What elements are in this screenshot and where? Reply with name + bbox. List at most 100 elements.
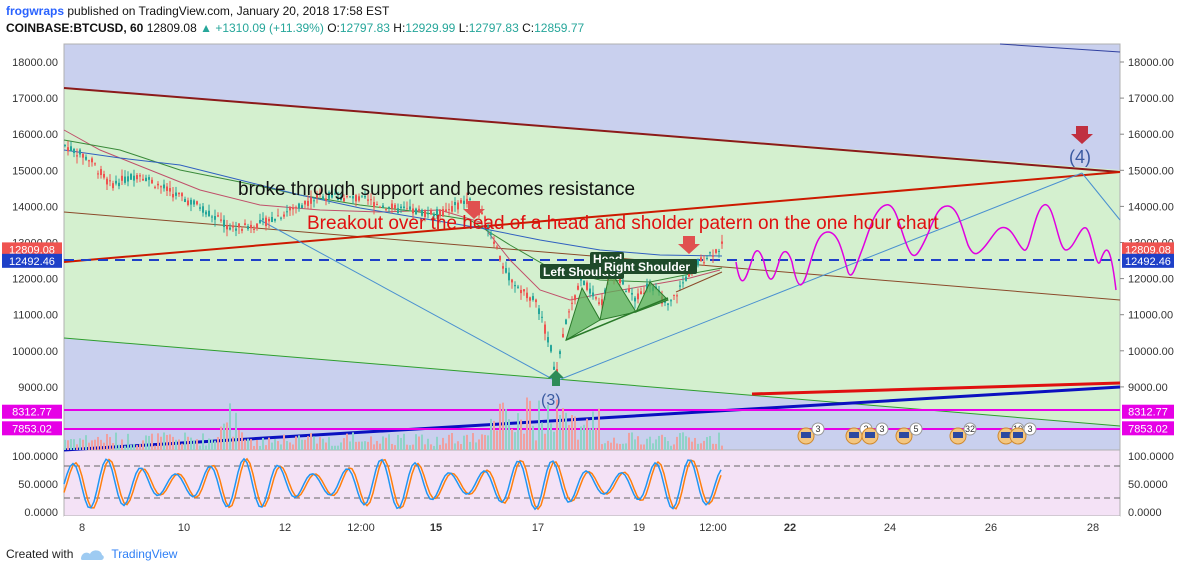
fan-line-1[interactable] bbox=[259, 219, 557, 382]
volume-bar bbox=[97, 436, 99, 450]
volume-bar bbox=[628, 432, 630, 450]
candle-body bbox=[163, 184, 165, 189]
candle-body bbox=[502, 266, 504, 269]
y-axis-left[interactable]: 18000.00 17000.00 16000.00 15000.00 14000.00… bbox=[12, 57, 58, 394]
event-badge[interactable]: 3 bbox=[861, 422, 889, 445]
candle-body bbox=[130, 174, 132, 180]
y-tick-label-right: 10000.00 bbox=[1128, 346, 1174, 358]
volume-bar bbox=[217, 437, 219, 450]
candle-body bbox=[451, 206, 453, 212]
volume-bar bbox=[400, 437, 402, 450]
candle-body bbox=[595, 297, 597, 299]
x-axis-bg bbox=[64, 516, 1120, 536]
annotation-breakout[interactable]: Breakout over the head of a head and sho… bbox=[307, 213, 939, 234]
volume-bar bbox=[142, 440, 144, 450]
volume-bar bbox=[631, 432, 633, 450]
volume-bar bbox=[352, 432, 354, 450]
volume-bar bbox=[451, 432, 453, 450]
candle-body bbox=[367, 199, 369, 201]
y-tick-label-right: 17000.00 bbox=[1128, 93, 1174, 105]
volume-bar bbox=[670, 445, 672, 450]
right-shoulder-label[interactable]: Right Shoulder bbox=[604, 260, 690, 274]
event-badge[interactable]: 32 bbox=[949, 422, 977, 445]
candle-body bbox=[370, 199, 372, 201]
volume-bar bbox=[262, 438, 264, 450]
author-link[interactable]: frogwraps bbox=[6, 4, 65, 18]
projection-path[interactable] bbox=[735, 204, 1117, 291]
candle-body bbox=[628, 288, 630, 292]
volume-bar bbox=[76, 444, 78, 450]
candle-body bbox=[241, 229, 243, 231]
volume-bar bbox=[112, 442, 114, 450]
volume-bar bbox=[721, 445, 723, 450]
volume-bar bbox=[136, 445, 138, 450]
fan-line-3[interactable] bbox=[1081, 172, 1121, 221]
volume-bar bbox=[253, 445, 255, 450]
volume-bar bbox=[469, 441, 471, 450]
volume-bar bbox=[565, 412, 567, 450]
candle-body bbox=[685, 276, 687, 281]
annotation-broke-support[interactable]: broke through support and becomes resist… bbox=[238, 179, 635, 200]
volume-bar bbox=[154, 445, 156, 450]
x-axis[interactable]: 8 10 12 12:00 15 17 19 12:00 22 24 26 28 bbox=[79, 522, 1099, 534]
tradingview-brand-link[interactable]: TradingView bbox=[111, 547, 178, 561]
candle-body bbox=[274, 218, 276, 221]
channel-top-line[interactable] bbox=[63, 87, 1121, 173]
volume-bar bbox=[466, 434, 468, 450]
volume-bar bbox=[682, 432, 684, 450]
low-label: L: bbox=[458, 21, 469, 35]
candle-body bbox=[538, 308, 540, 315]
volume-bar bbox=[586, 418, 588, 450]
volume-bar bbox=[694, 437, 696, 450]
event-badges[interactable]: 323532103 bbox=[797, 422, 1037, 445]
symbol-label[interactable]: COINBASE:BTCUSD, 60 bbox=[6, 21, 144, 35]
stoch-tick-label-right: 100.0000 bbox=[1128, 451, 1174, 463]
upper-blue-line[interactable] bbox=[999, 43, 1121, 53]
breakout-red-line[interactable] bbox=[63, 171, 1121, 263]
volume-bar bbox=[337, 445, 339, 450]
volume-bar bbox=[664, 437, 666, 450]
candle-body bbox=[361, 195, 363, 197]
candle-body bbox=[448, 209, 450, 211]
stoch-axis[interactable]: 100.0000 100.0000 50.0000 50.0000 0.0000 0.00… bbox=[12, 451, 1174, 519]
flag-stripe bbox=[1013, 432, 1023, 438]
fan-line-2[interactable] bbox=[555, 172, 1083, 382]
candle-body bbox=[115, 180, 117, 184]
wave-4-label[interactable]: (4) bbox=[1069, 147, 1091, 167]
wave-3-label[interactable]: (3) bbox=[541, 392, 561, 409]
event-badge[interactable]: 3 bbox=[1009, 422, 1037, 445]
volume-bar bbox=[523, 433, 525, 450]
volume-bar bbox=[616, 443, 618, 450]
event-badge[interactable]: 3 bbox=[797, 422, 825, 445]
high-label: H: bbox=[393, 21, 406, 35]
volume-bar bbox=[121, 439, 123, 450]
ma-green bbox=[63, 139, 723, 283]
candle-body bbox=[91, 158, 93, 163]
volume-bar bbox=[100, 439, 102, 450]
candle-body bbox=[169, 188, 171, 192]
candle-body bbox=[289, 207, 291, 211]
candle-body bbox=[706, 258, 708, 260]
channel-bottom-line[interactable] bbox=[63, 337, 1121, 427]
volume-bar bbox=[85, 435, 87, 450]
event-badge[interactable]: 5 bbox=[895, 422, 923, 445]
volume-bar bbox=[550, 423, 552, 450]
candle-body bbox=[523, 289, 525, 292]
candle-body bbox=[358, 196, 360, 201]
chart-canvas[interactable]: broke through support and becomes resist… bbox=[0, 42, 1184, 542]
volume-bar bbox=[127, 433, 129, 450]
volume-bar bbox=[211, 439, 213, 450]
volume-bar bbox=[232, 436, 234, 450]
candle-body bbox=[499, 255, 501, 261]
short-red-line[interactable] bbox=[751, 381, 1121, 396]
volume-bar bbox=[256, 439, 258, 450]
volume-bar bbox=[526, 397, 528, 450]
volume-bar bbox=[280, 444, 282, 450]
volume-bar bbox=[574, 416, 576, 450]
volume-bar bbox=[367, 441, 369, 450]
candle-body bbox=[385, 209, 387, 211]
candle-body bbox=[226, 225, 228, 230]
y-axis-right[interactable]: 18000.00 17000.00 16000.00 15000.00 14000.00… bbox=[1120, 57, 1174, 394]
right-shoulder-tag bbox=[601, 259, 697, 274]
